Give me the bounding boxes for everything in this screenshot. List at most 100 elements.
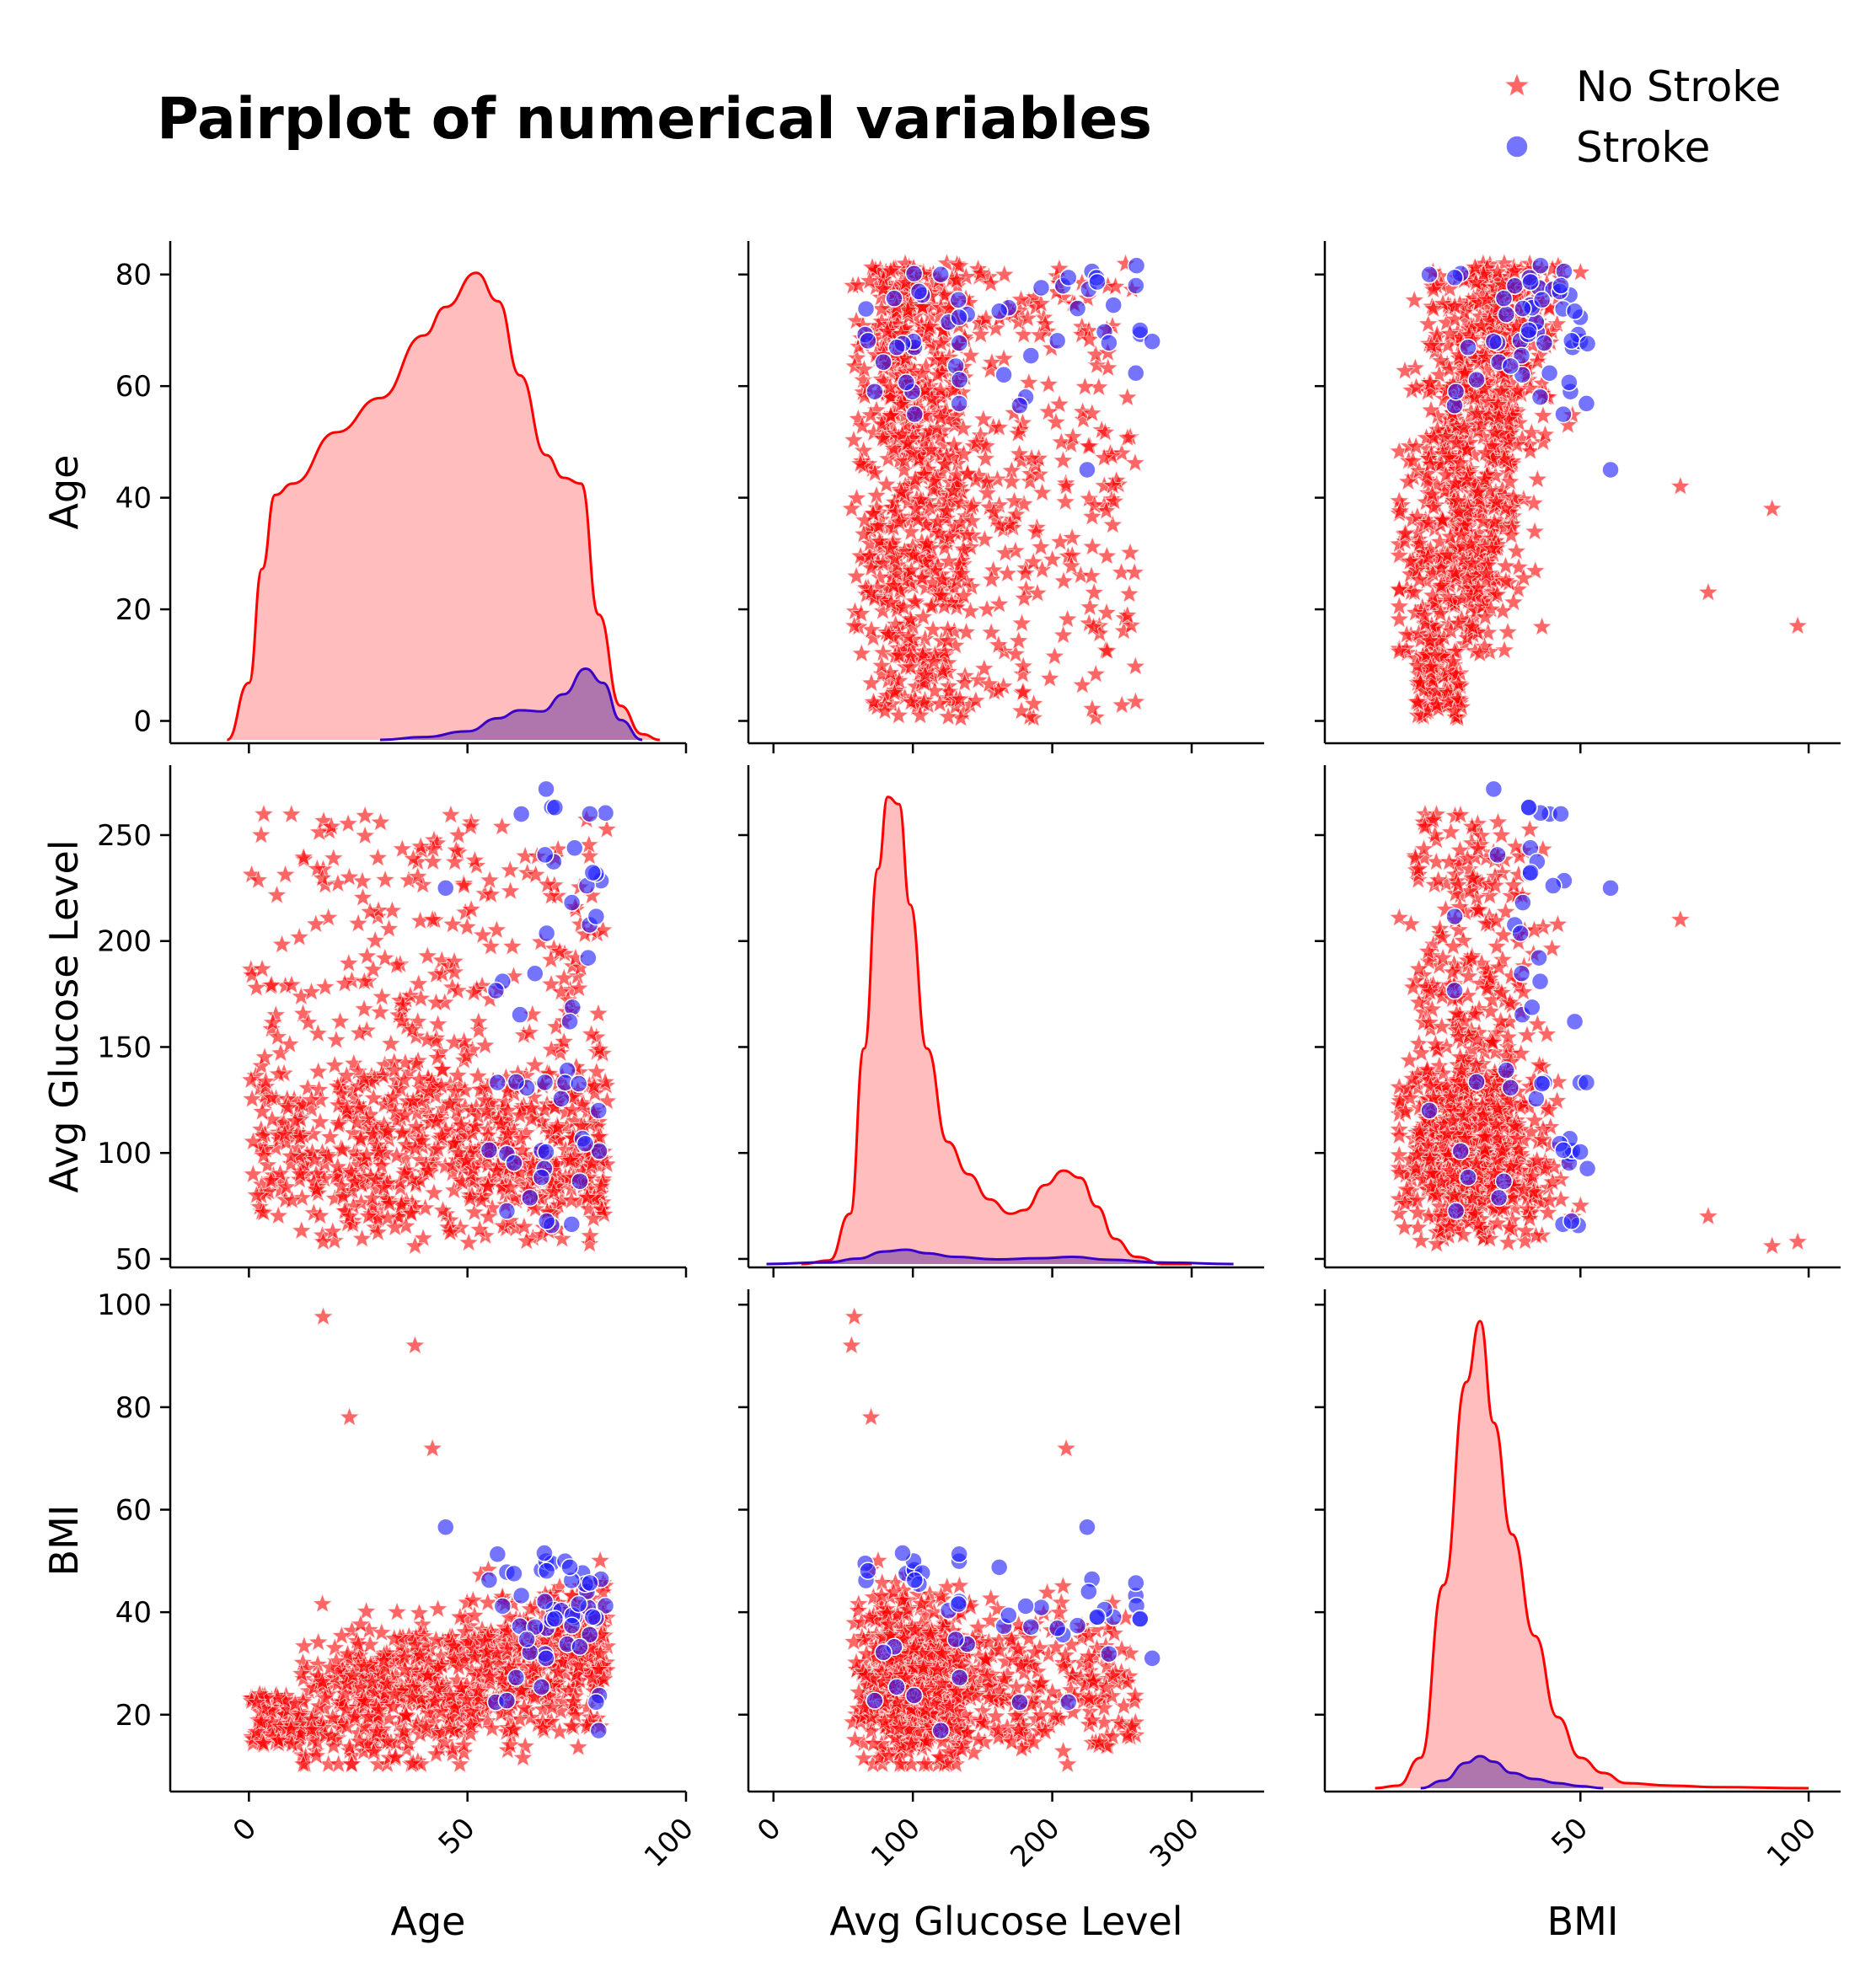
point-stroke xyxy=(539,1213,555,1229)
point-stroke xyxy=(1460,1169,1477,1186)
point-stroke xyxy=(1567,1013,1584,1030)
point-stroke xyxy=(1132,322,1149,339)
point-stroke xyxy=(480,1142,497,1159)
point-stroke xyxy=(1485,333,1502,350)
point-stroke xyxy=(888,339,905,356)
point-stroke xyxy=(513,806,530,822)
y-tick-label: 20 xyxy=(115,593,152,627)
point-no-stroke xyxy=(1534,406,1553,425)
point-stroke xyxy=(1468,372,1485,388)
point-stroke xyxy=(1498,306,1514,323)
x-tick-label: 100 xyxy=(638,1812,700,1874)
chart-title: Pairplot of numerical variables xyxy=(157,86,1152,153)
point-no-stroke xyxy=(314,1307,333,1326)
point-stroke xyxy=(1532,973,1549,990)
point-no-stroke xyxy=(1498,622,1518,640)
point-stroke xyxy=(1530,950,1547,967)
point-no-stroke xyxy=(487,920,507,939)
panel-age-vs-bmi xyxy=(1315,241,1841,753)
point-stroke xyxy=(1578,1074,1595,1091)
point-stroke xyxy=(1448,383,1465,400)
point-stroke xyxy=(571,1075,587,1092)
point-no-stroke xyxy=(1097,546,1117,565)
point-stroke xyxy=(866,383,883,400)
point-stroke xyxy=(507,1074,524,1090)
point-stroke xyxy=(1602,880,1619,897)
point-no-stroke xyxy=(251,825,271,844)
y-tick-label: 0 xyxy=(133,705,152,739)
point-no-stroke xyxy=(454,876,474,894)
point-no-stroke xyxy=(327,1031,346,1049)
point-no-stroke xyxy=(1520,820,1540,838)
point-stroke xyxy=(1541,365,1558,382)
point-stroke xyxy=(590,1722,607,1739)
point-no-stroke xyxy=(281,805,301,823)
point-stroke xyxy=(587,908,604,925)
panel-avg-glucose-level-vs-avg-glucose-level xyxy=(738,765,1264,1278)
point-stroke xyxy=(1563,332,1580,349)
point-no-stroke xyxy=(1488,812,1508,831)
scatter-points xyxy=(1390,254,1808,726)
point-stroke xyxy=(951,372,968,388)
point-no-stroke xyxy=(847,566,866,585)
point-no-stroke xyxy=(501,860,520,879)
point-stroke xyxy=(1128,277,1144,294)
point-stroke xyxy=(437,1519,454,1535)
point-stroke xyxy=(527,965,544,982)
point-no-stroke xyxy=(1548,914,1568,933)
point-stroke xyxy=(950,292,967,308)
point-no-stroke xyxy=(376,870,395,888)
scatter-points xyxy=(241,780,617,1254)
point-no-stroke xyxy=(1073,675,1092,694)
point-stroke xyxy=(1446,269,1463,286)
point-no-stroke xyxy=(1118,388,1137,406)
point-no-stroke xyxy=(1039,375,1059,394)
point-stroke xyxy=(860,332,876,349)
point-no-stroke xyxy=(308,1062,328,1080)
point-no-stroke xyxy=(1788,1232,1808,1251)
point-stroke xyxy=(522,1189,539,1206)
point-stroke xyxy=(563,1216,580,1233)
point-stroke xyxy=(875,354,892,371)
point-no-stroke xyxy=(1126,692,1145,710)
point-no-stroke xyxy=(356,826,375,844)
point-no-stroke xyxy=(381,1034,400,1053)
point-stroke xyxy=(537,1593,554,1610)
point-no-stroke xyxy=(589,1004,608,1022)
point-no-stroke xyxy=(1671,476,1691,495)
point-no-stroke xyxy=(405,1336,425,1354)
point-stroke xyxy=(584,1609,601,1626)
point-no-stroke xyxy=(1083,537,1102,555)
point-stroke xyxy=(582,1574,598,1591)
point-stroke xyxy=(898,374,914,391)
y-tick-label: 50 xyxy=(115,1243,152,1277)
point-stroke xyxy=(538,1650,555,1667)
point-stroke xyxy=(564,894,581,911)
point-stroke xyxy=(1520,322,1537,339)
point-no-stroke xyxy=(330,1011,350,1030)
point-stroke xyxy=(537,846,554,863)
point-stroke xyxy=(1522,865,1539,881)
point-stroke xyxy=(507,1669,524,1686)
point-no-stroke xyxy=(503,936,523,955)
point-no-stroke xyxy=(569,1738,588,1756)
point-stroke xyxy=(587,1694,604,1711)
point-no-stroke xyxy=(1058,609,1077,628)
point-no-stroke xyxy=(994,349,1014,367)
point-stroke xyxy=(1128,365,1144,382)
point-no-stroke xyxy=(272,935,292,953)
point-stroke xyxy=(536,1545,553,1561)
y-tick-label: 250 xyxy=(97,819,152,853)
point-no-stroke xyxy=(1032,538,1051,556)
point-stroke xyxy=(564,1617,581,1634)
point-no-stroke xyxy=(1390,609,1409,628)
y-tick-label: 60 xyxy=(115,370,152,404)
y-tick-label: 80 xyxy=(115,1391,152,1425)
point-stroke xyxy=(537,1074,554,1090)
kde-fill-no-stroke-avg-glucose-level xyxy=(801,797,1192,1264)
point-stroke xyxy=(498,1203,515,1219)
y-tick-label: 40 xyxy=(115,482,152,516)
legend-marker-no-stroke xyxy=(1505,73,1530,96)
